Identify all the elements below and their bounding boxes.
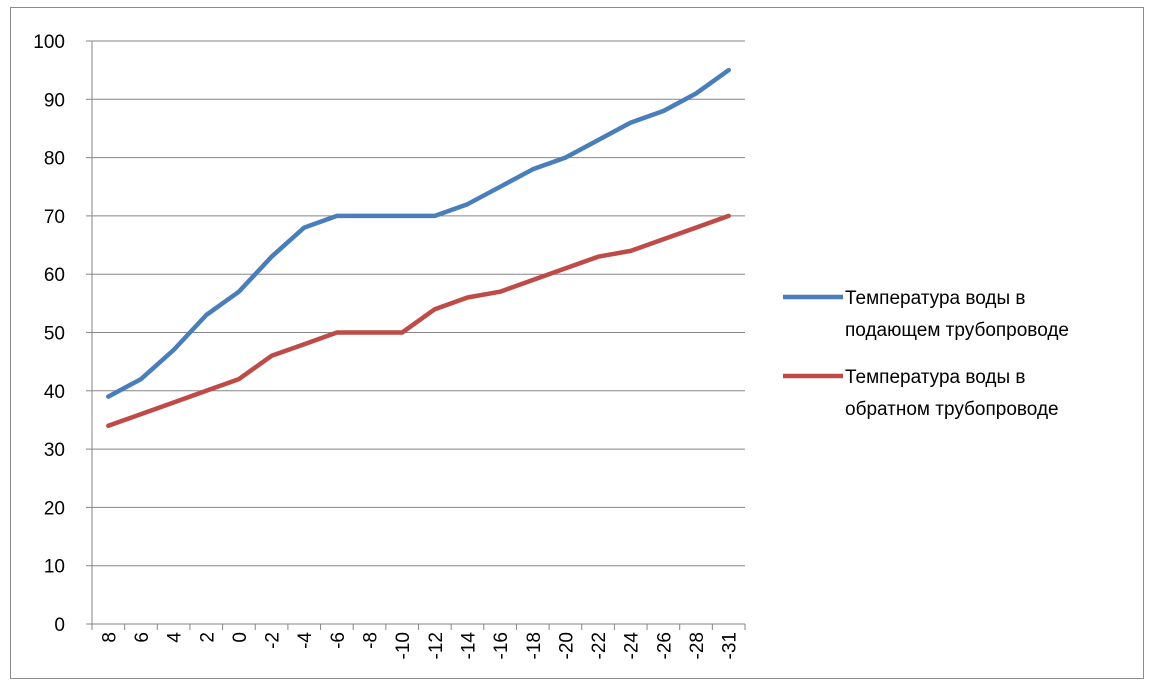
data-point-s0-13 (531, 167, 535, 171)
y-tick-label-30: 30 (44, 440, 65, 461)
data-point-s0-8 (368, 214, 372, 218)
data-point-s1-8 (368, 331, 372, 335)
data-point-s0-3 (204, 313, 208, 317)
legend-label-0-0: Температура воды в (845, 288, 1026, 309)
data-point-s1-0 (106, 424, 110, 428)
x-tick-label-6: -4 (295, 632, 316, 649)
x-tick-label-1: 6 (132, 632, 153, 643)
data-point-s1-13 (531, 278, 535, 282)
x-tick-label-7: -6 (328, 632, 349, 649)
data-point-s0-1 (139, 377, 143, 381)
x-tick-label-12: -16 (491, 632, 512, 659)
y-tick-label-0: 0 (54, 615, 65, 636)
data-point-s0-0 (106, 395, 110, 399)
data-point-s1-11 (465, 296, 469, 300)
y-tick-label-10: 10 (44, 557, 65, 578)
x-tick-label-10: -12 (426, 632, 447, 659)
data-point-s1-12 (498, 290, 502, 294)
data-point-s1-7 (335, 331, 339, 335)
data-point-s0-14 (563, 156, 567, 160)
y-tick-label-50: 50 (44, 324, 65, 345)
x-tick-label-5: -2 (263, 632, 284, 649)
x-tick-label-18: -28 (687, 632, 708, 659)
x-tick-label-15: -22 (589, 632, 610, 659)
x-tick-label-0: 8 (99, 632, 120, 643)
data-point-s1-18 (694, 226, 698, 230)
x-tick-label-8: -8 (361, 632, 382, 649)
y-tick-label-80: 80 (44, 149, 65, 170)
chart-frame: 0 10 20 30 40 50 60 70 80 90 100 8 6 4 2 0 -2 -4 -6 -8 -10 -1… (10, 7, 1144, 679)
x-tick-label-3: 2 (197, 632, 218, 643)
data-point-s1-9 (400, 331, 404, 335)
data-point-s1-6 (302, 342, 306, 346)
data-point-s0-10 (433, 214, 437, 218)
data-point-s0-19 (727, 68, 731, 72)
data-point-s0-6 (302, 226, 306, 230)
data-point-s1-16 (629, 249, 633, 253)
legend-label-1-1: обратном трубопроводе (845, 399, 1059, 420)
x-tick-label-4: 0 (230, 632, 251, 643)
data-point-s1-5 (270, 354, 274, 358)
data-point-s1-10 (433, 307, 437, 311)
y-tick-label-20: 20 (44, 498, 65, 519)
data-point-s0-16 (629, 121, 633, 125)
data-point-s1-19 (727, 214, 731, 218)
data-point-s1-14 (563, 266, 567, 270)
data-point-s0-12 (498, 185, 502, 189)
data-point-s1-15 (596, 255, 600, 259)
y-tick-label-60: 60 (44, 265, 65, 286)
x-tick-label-16: -24 (622, 632, 643, 660)
x-tick-label-11: -14 (458, 632, 479, 660)
x-tick-label-9: -10 (393, 632, 414, 659)
series-line-1 (106, 213, 731, 429)
data-point-s1-4 (237, 377, 241, 381)
y-tick-label-90: 90 (44, 90, 65, 111)
x-tick-label-17: -26 (654, 632, 675, 659)
data-point-s0-5 (270, 255, 274, 259)
data-point-s0-2 (172, 348, 176, 352)
data-point-s0-4 (237, 290, 241, 294)
data-point-s1-3 (204, 389, 208, 393)
x-tick-label-19: -31 (720, 632, 741, 659)
x-tick-label-13: -18 (524, 632, 545, 659)
x-tick-label-2: 4 (165, 632, 186, 643)
y-tick-label-100: 100 (33, 32, 65, 53)
y-tick-label-70: 70 (44, 207, 65, 228)
legend-label-1-0: Температура воды в (845, 367, 1026, 388)
x-tick-label-14: -20 (556, 632, 577, 659)
data-point-s0-9 (400, 214, 404, 218)
data-point-s1-2 (172, 400, 176, 404)
data-point-s0-11 (465, 202, 469, 206)
y-tick-label-40: 40 (44, 382, 65, 403)
data-point-s1-17 (661, 237, 665, 241)
legend-label-0-1: подающем трубопроводе (845, 320, 1069, 341)
data-point-s0-15 (596, 138, 600, 142)
data-point-s0-18 (694, 91, 698, 95)
series-line-0 (106, 67, 731, 399)
data-point-s0-17 (661, 109, 665, 113)
data-point-s1-1 (139, 412, 143, 416)
data-point-s0-7 (335, 214, 339, 218)
